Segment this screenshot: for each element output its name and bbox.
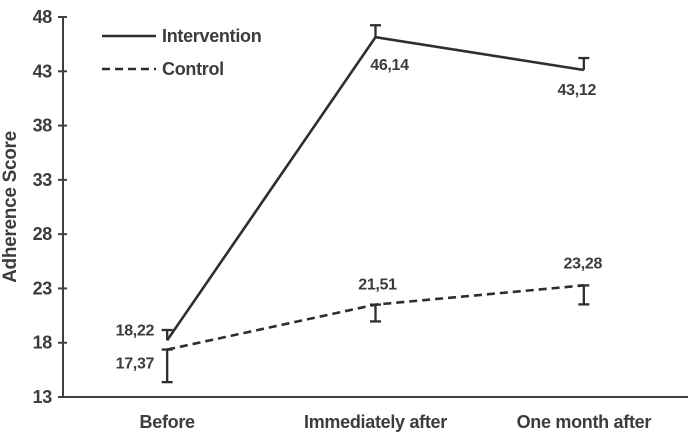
y-tick-label: 43 [33, 61, 53, 81]
series-line-intervention [166, 35, 585, 342]
data-label: 17,37 [116, 356, 155, 373]
series-layer [166, 35, 585, 351]
y-tick-label: 13 [33, 387, 53, 407]
y-tick-label: 28 [33, 224, 53, 244]
data-label-layer: 18,22 46,14 43,12 17,37 21,51 23,28 [116, 57, 603, 372]
legend-label-control: Control [162, 59, 224, 79]
legend: Intervention Control [102, 26, 262, 79]
y-axis-title: Adherence Score [0, 131, 21, 283]
y-tick-label: 38 [33, 116, 53, 136]
data-label: 23,28 [564, 255, 603, 272]
data-label: 43,12 [558, 82, 597, 99]
y-tick-label: 48 [33, 7, 53, 27]
error-bar-layer [161, 24, 590, 384]
x-category-label: One month after [517, 412, 652, 432]
y-tick-label: 18 [33, 333, 53, 353]
tick-label-layer: 13 18 23 28 33 38 43 48 Before Immediately after O… [33, 7, 652, 432]
legend-label-intervention: Intervention [162, 26, 261, 46]
data-label: 18,22 [116, 322, 155, 339]
x-category-label: Before [140, 412, 196, 432]
y-tick-label: 23 [33, 278, 53, 298]
data-label: 46,14 [370, 57, 409, 74]
data-label: 21,51 [358, 277, 397, 294]
x-category-label: Immediately after [304, 412, 447, 432]
axes-layer [58, 16, 688, 398]
y-tick-label: 33 [33, 170, 53, 190]
